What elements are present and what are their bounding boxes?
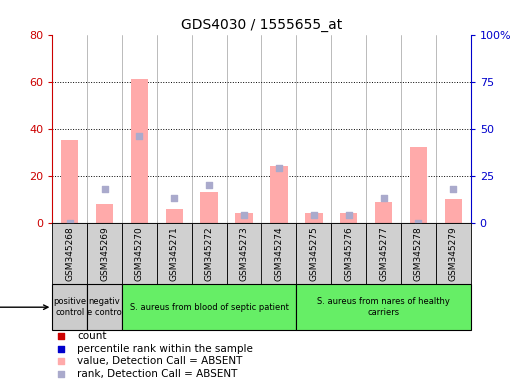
Text: GSM345279: GSM345279 <box>449 226 458 281</box>
Text: percentile rank within the sample: percentile rank within the sample <box>77 344 253 354</box>
Text: rank, Detection Call = ABSENT: rank, Detection Call = ABSENT <box>77 369 238 379</box>
Point <box>56 358 65 364</box>
Bar <box>192 223 226 284</box>
Bar <box>340 214 357 223</box>
Point <box>345 212 353 218</box>
Text: S. aureus from blood of septic patient: S. aureus from blood of septic patient <box>130 303 289 312</box>
Bar <box>122 223 157 284</box>
Bar <box>375 202 392 223</box>
Text: positive
control: positive control <box>53 298 86 317</box>
Bar <box>445 199 462 223</box>
Point <box>379 195 388 201</box>
Bar <box>166 209 183 223</box>
Bar <box>200 192 218 223</box>
Bar <box>297 284 471 330</box>
Point <box>240 212 248 218</box>
Bar <box>96 204 113 223</box>
Text: GSM345274: GSM345274 <box>275 226 283 281</box>
Point <box>414 220 423 226</box>
Text: GSM345270: GSM345270 <box>135 226 144 281</box>
Bar <box>366 223 401 284</box>
Point <box>310 212 318 218</box>
Text: GSM345268: GSM345268 <box>65 226 74 281</box>
Text: GSM345278: GSM345278 <box>414 226 423 281</box>
Text: GSM345277: GSM345277 <box>379 226 388 281</box>
Text: GSM345273: GSM345273 <box>240 226 248 281</box>
Bar <box>61 141 78 223</box>
Bar <box>331 223 366 284</box>
Title: GDS4030 / 1555655_at: GDS4030 / 1555655_at <box>181 18 342 32</box>
Text: value, Detection Call = ABSENT: value, Detection Call = ABSENT <box>77 356 243 366</box>
Bar <box>270 166 288 223</box>
Text: count: count <box>77 331 107 341</box>
Point <box>100 186 109 192</box>
Point <box>449 186 458 192</box>
Bar <box>87 223 122 284</box>
Bar <box>87 284 122 330</box>
Bar <box>436 223 471 284</box>
Bar <box>235 214 253 223</box>
Point <box>135 133 144 139</box>
Text: S. aureus from nares of healthy
carriers: S. aureus from nares of healthy carriers <box>317 298 450 317</box>
Point <box>56 333 65 339</box>
Bar <box>297 223 331 284</box>
Text: GSM345271: GSM345271 <box>170 226 179 281</box>
Point <box>65 220 74 226</box>
Bar <box>262 223 297 284</box>
Bar <box>52 284 87 330</box>
Bar <box>401 223 436 284</box>
Text: negativ
e contro: negativ e contro <box>87 298 122 317</box>
Bar <box>122 284 297 330</box>
Point <box>205 182 213 188</box>
Bar <box>305 214 323 223</box>
Point <box>170 195 178 201</box>
Point <box>56 346 65 352</box>
Bar <box>52 223 87 284</box>
Bar <box>410 147 427 223</box>
Point <box>275 165 283 171</box>
Bar <box>131 79 148 223</box>
Bar <box>157 223 192 284</box>
Text: GSM345275: GSM345275 <box>309 226 319 281</box>
Text: GSM345276: GSM345276 <box>344 226 353 281</box>
Text: GSM345272: GSM345272 <box>204 226 214 281</box>
Text: infection: infection <box>0 302 48 312</box>
Point <box>56 371 65 377</box>
Text: GSM345269: GSM345269 <box>100 226 109 281</box>
Bar <box>226 223 262 284</box>
